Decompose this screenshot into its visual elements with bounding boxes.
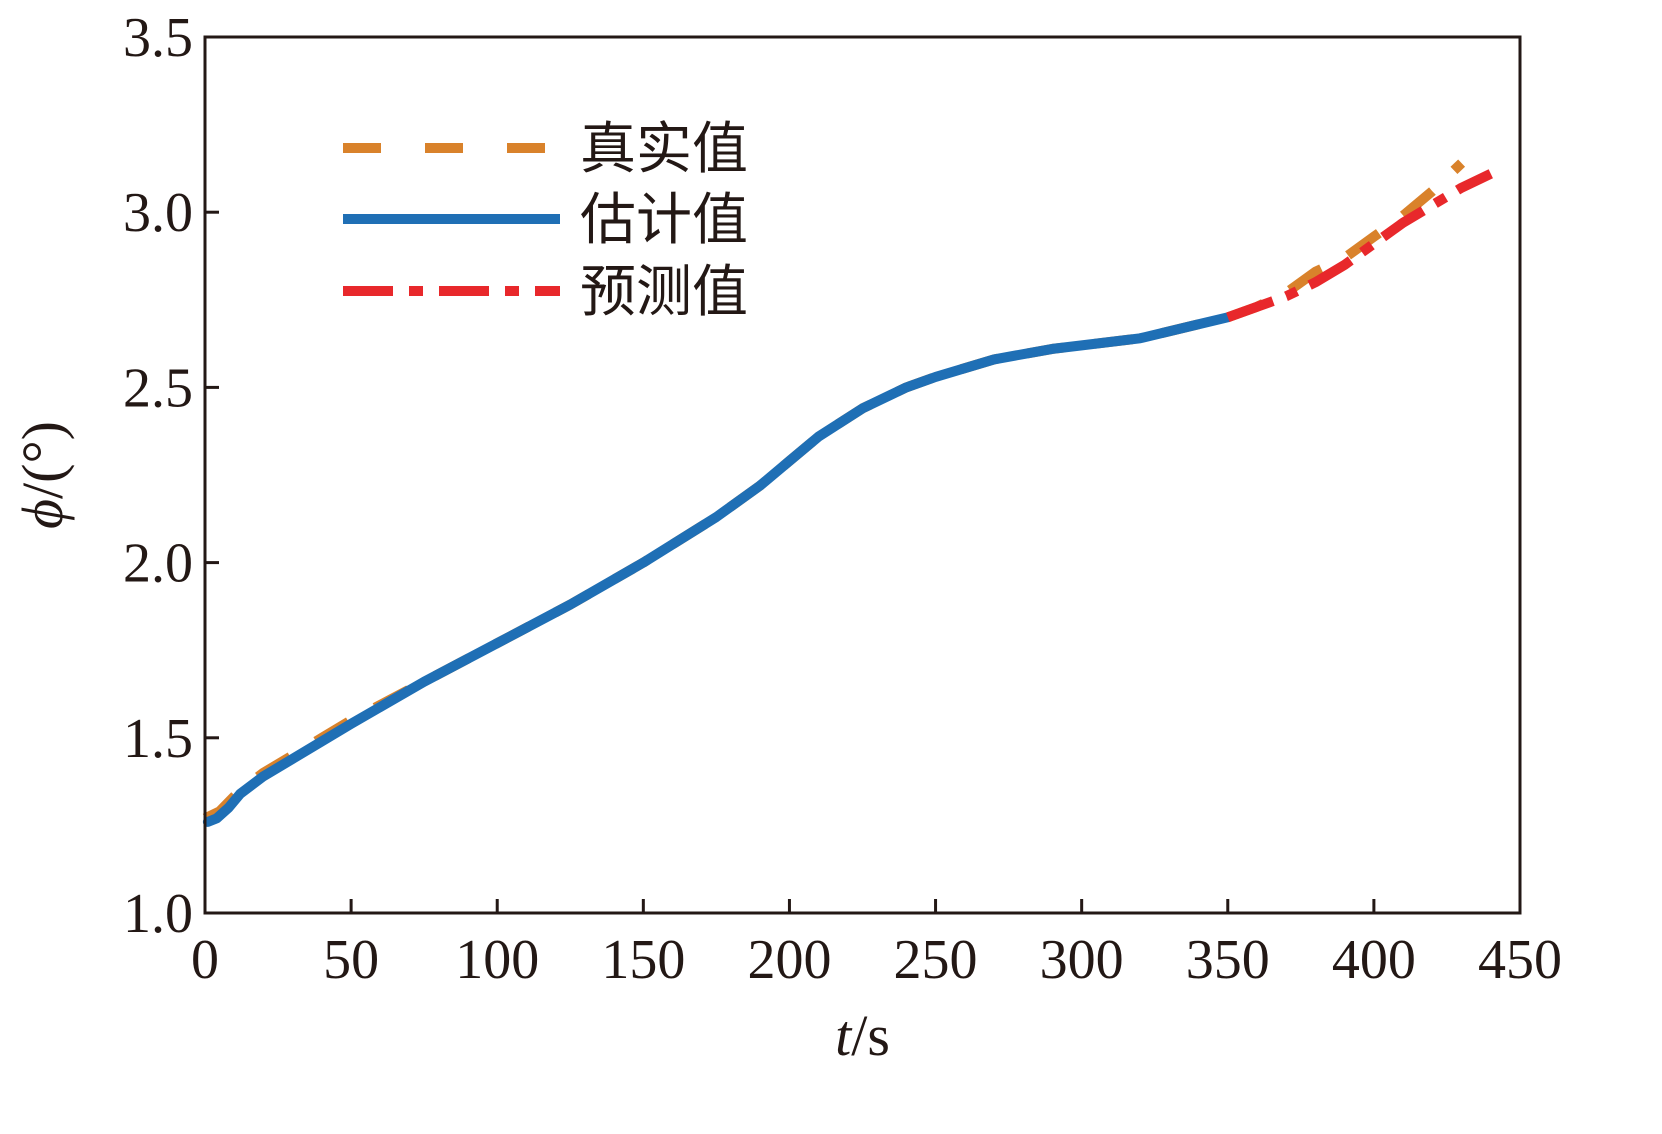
x-axis-label-symbol: t	[835, 1003, 853, 1068]
y-tick-label: 3.0	[123, 182, 193, 244]
y-axis-label-unit: /(°)	[10, 421, 75, 499]
y-tick-label: 1.0	[123, 883, 193, 945]
tick-layer: 0 50 100 150 200 250 300 350 400 450 1.0 1.5 2.0 2.5 3…	[123, 7, 1562, 991]
legend-item-prediction: 预测值	[343, 260, 748, 325]
x-tick-label: 200	[747, 929, 831, 991]
x-tick-label: 400	[1332, 929, 1416, 991]
x-tick-label: 150	[601, 929, 685, 991]
y-axis-label: ϕ/(°)	[10, 421, 75, 529]
y-tick-label: 2.0	[123, 533, 193, 595]
legend-item-true: 真实值	[343, 117, 748, 182]
x-tick-label: 250	[894, 929, 978, 991]
x-tick-label: 0	[191, 929, 219, 991]
series-line-estimate	[202, 312, 1233, 827]
x-tick-label: 50	[323, 929, 379, 991]
legend-item-estimate: 估计值	[343, 188, 748, 253]
y-tick-label: 2.5	[123, 357, 193, 419]
y-axis-label-symbol: ϕ	[10, 499, 75, 529]
x-axis-label-unit: /s	[851, 1003, 890, 1068]
series-layer	[202, 159, 1493, 827]
legend: 真实值 估计值 预测值	[343, 117, 748, 325]
y-tick-label: 3.5	[123, 7, 193, 69]
legend-label-true: 真实值	[580, 117, 748, 182]
legend-label-estimate: 估计值	[580, 188, 748, 253]
x-tick-label: 100	[455, 929, 539, 991]
x-tick-label: 350	[1186, 929, 1270, 991]
y-tick-label: 1.5	[123, 708, 193, 770]
series-line-prediction	[1226, 169, 1493, 323]
x-tick-label: 300	[1040, 929, 1124, 991]
x-axis-label: t/s	[835, 1003, 890, 1068]
x-tick-label: 450	[1478, 929, 1562, 991]
plot-frame	[203, 35, 1522, 915]
legend-label-prediction: 预测值	[580, 260, 748, 325]
